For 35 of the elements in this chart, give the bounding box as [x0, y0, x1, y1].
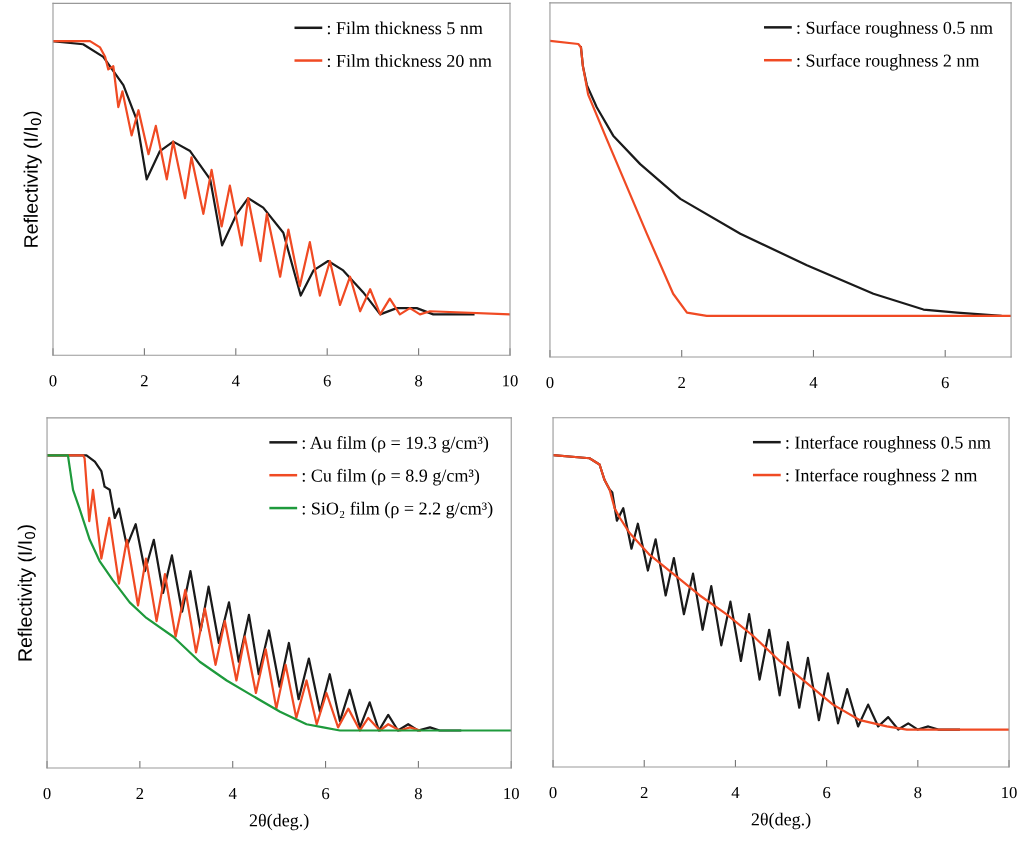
x-axis-title: 2θ(deg.)	[249, 813, 309, 831]
x-tick-label: 4	[731, 787, 740, 798]
x-tick-label: 0	[49, 375, 57, 387]
x-axis-title: 2θ(deg.)	[751, 812, 811, 830]
x-tick-label: 10	[1002, 786, 1017, 799]
legend-label: : Film thickness 20 nm	[327, 54, 492, 68]
legend-label: : Film thickness 5 nm	[327, 21, 483, 35]
x-tick-label: 2	[678, 376, 685, 388]
x-tick-label: 4	[809, 376, 818, 388]
x-tick-label: 2	[136, 787, 144, 800]
legend-label: : Interface roughness 0.5 nm	[786, 435, 991, 453]
y-axis-title: Reflectivity (I/I$_{0}$)	[17, 525, 36, 661]
x-tick-label: 4	[228, 788, 237, 800]
x-tick-label: 0	[549, 786, 557, 799]
legend-label: : Au film (ρ = 19.3 g/cm³)	[302, 435, 489, 453]
x-tick-label: 6	[322, 787, 330, 800]
x-tick-label: 6	[823, 786, 831, 799]
x-tick-label: 4	[231, 375, 240, 387]
x-tick-label: 0	[43, 787, 51, 800]
legend-label: : SiO₂ film (ρ = 2.2 g/cm³)	[302, 501, 493, 519]
x-tick-label: 10	[503, 375, 518, 387]
legend-label: : Interface roughness 2 nm	[786, 468, 978, 486]
x-tick-label: 2	[640, 786, 648, 798]
x-tick-label: 2	[140, 375, 148, 387]
legend-label: : Cu film (ρ = 8.9 g/cm³)	[302, 468, 480, 486]
x-tick-label: 6	[323, 375, 331, 387]
x-tick-label: 8	[415, 375, 423, 387]
x-tick-label: 10	[504, 787, 519, 800]
x-tick-label: 8	[914, 786, 922, 799]
y-axis-title: Reflectivity (I/I$_{0}$)	[23, 111, 42, 247]
x-tick-label: 6	[941, 376, 949, 389]
legend-label: : Surface roughness 0.5 nm	[797, 20, 993, 38]
x-tick-label: 8	[414, 787, 422, 800]
x-tick-label: 0	[546, 376, 554, 389]
legend-label: : Surface roughness 2 nm	[797, 53, 980, 71]
